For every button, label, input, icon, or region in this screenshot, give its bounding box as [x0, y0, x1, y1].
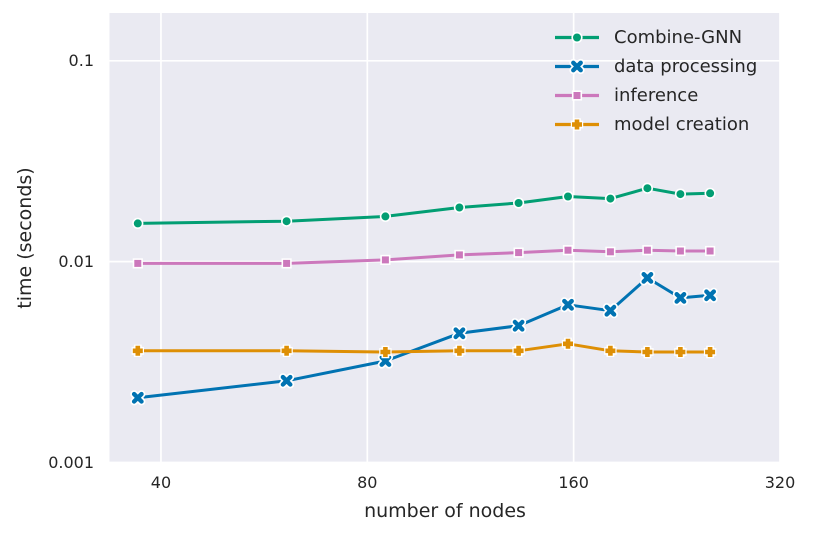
- data-point-marker: [281, 215, 293, 227]
- data-point-marker: [674, 292, 687, 304]
- data-point-marker: [132, 217, 144, 229]
- data-point-marker: [280, 374, 293, 387]
- x-axis-label: number of nodes: [364, 500, 526, 522]
- data-point-marker: [572, 119, 582, 130]
- data-point-marker: [571, 31, 583, 44]
- data-point-marker: [562, 245, 574, 256]
- legend-item: inference: [554, 81, 757, 110]
- data-point-marker: [675, 245, 686, 257]
- legend-label: Combine-GNN: [614, 27, 743, 48]
- data-point-marker: [571, 60, 583, 73]
- legend-item: data processing: [554, 52, 757, 81]
- legend-marker-sample: [555, 58, 599, 75]
- data-point-marker: [132, 345, 143, 356]
- data-point-marker: [704, 245, 716, 257]
- data-point-marker: [512, 319, 525, 332]
- data-point-marker: [562, 190, 574, 203]
- data-point-marker: [675, 347, 686, 357]
- data-point-marker: [562, 298, 574, 311]
- data-point-marker: [704, 289, 716, 302]
- y-tick-label: 0.001: [48, 452, 94, 472]
- legend-label: inference: [614, 85, 699, 106]
- data-point-marker: [281, 258, 292, 269]
- data-point-marker: [453, 327, 466, 340]
- data-point-marker: [642, 245, 653, 256]
- y-tick-label: 0.01: [58, 251, 94, 271]
- y-tick-label: 0.1: [68, 50, 94, 70]
- series-line: [137, 248, 711, 265]
- data-point-marker: [674, 188, 687, 200]
- data-point-marker: [454, 249, 465, 261]
- data-point-marker: [131, 391, 144, 404]
- data-point-marker: [605, 345, 616, 356]
- data-point-marker: [453, 201, 466, 214]
- data-point-marker: [704, 187, 716, 199]
- series-line: [137, 276, 711, 400]
- x-tick-label: 320: [764, 473, 796, 492]
- x-tick-label: 160: [558, 473, 589, 492]
- legend: Combine-GNN data processing inference model…: [554, 23, 757, 139]
- data-point-marker: [705, 347, 716, 357]
- series-line: [137, 342, 711, 354]
- legend-item: Combine-GNN: [554, 23, 757, 52]
- data-point-marker: [132, 258, 143, 269]
- data-point-marker: [512, 197, 525, 209]
- legend-label: model creation: [614, 114, 750, 135]
- data-point-marker: [641, 272, 654, 284]
- data-point-marker: [642, 347, 653, 357]
- data-point-marker: [605, 246, 616, 257]
- data-point-marker: [641, 182, 654, 194]
- data-point-marker: [380, 347, 391, 357]
- legend-marker-sample: [555, 31, 599, 44]
- legend-marker-sample: [555, 90, 599, 101]
- data-point-marker: [380, 254, 391, 266]
- data-point-marker: [281, 345, 292, 356]
- data-point-marker: [513, 345, 524, 356]
- x-tick-label: 80: [357, 473, 378, 492]
- data-point-marker: [571, 90, 583, 101]
- data-point-marker: [379, 210, 392, 222]
- legend-label: data processing: [614, 56, 758, 77]
- data-point-marker: [604, 193, 617, 205]
- legend-item: model creation: [554, 110, 757, 139]
- x-tick-label: 40: [150, 473, 172, 492]
- y-axis-label: time (seconds): [14, 167, 36, 309]
- data-point-marker: [379, 355, 392, 367]
- series-line: [137, 186, 711, 225]
- legend-marker-sample: [555, 118, 599, 131]
- data-point-marker: [454, 345, 465, 356]
- data-point-marker: [513, 247, 524, 258]
- data-point-marker: [563, 338, 573, 349]
- data-point-marker: [604, 304, 617, 317]
